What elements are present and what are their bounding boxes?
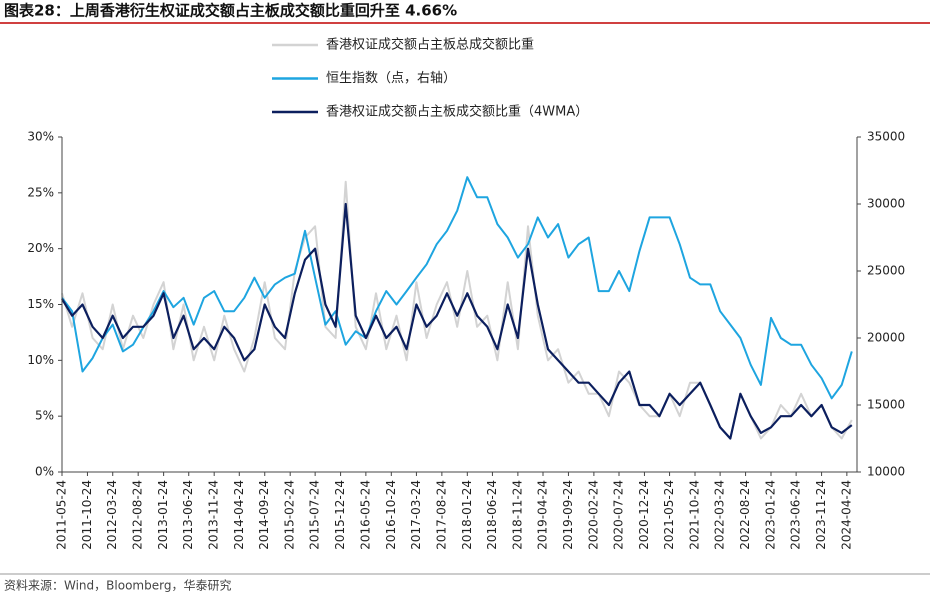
- x-tick-label: 2018-11-24: [510, 480, 524, 550]
- x-tick-label: 2011-10-24: [80, 480, 94, 550]
- y2-tick-label: 15000: [867, 398, 905, 412]
- x-tick-label: 2023-11-24: [814, 480, 828, 550]
- x-tick-label: 2017-08-24: [434, 480, 448, 550]
- x-tick-label: 2020-12-24: [637, 480, 651, 550]
- x-tick-label: 2015-07-24: [308, 480, 322, 550]
- x-tick-label: 2014-04-24: [232, 480, 246, 550]
- x-tick-label: 2020-07-24: [611, 480, 625, 550]
- series-line: [61, 176, 853, 400]
- y2-tick-label: 10000: [867, 465, 905, 479]
- y-tick-label: 25%: [27, 185, 54, 199]
- x-tick-label: 2012-08-24: [131, 480, 145, 550]
- x-tick-label: 2023-06-24: [789, 480, 803, 550]
- x-tick-label: 2021-05-24: [662, 480, 676, 550]
- chart-title: 图表28：上周香港衍生权证成交额占主板成交额比重回升至 4.66%: [4, 2, 457, 20]
- x-tick-label: 2015-12-24: [333, 480, 347, 550]
- x-tick-label: 2022-08-24: [738, 480, 752, 550]
- y-tick-label: 0%: [35, 465, 54, 479]
- legend-label: 香港权证成交额占主板总成交额比重: [326, 37, 534, 53]
- x-tick-label: 2012-03-24: [105, 480, 119, 550]
- x-tick-label: 2013-06-24: [181, 480, 195, 550]
- y2-tick-label: 20000: [867, 331, 905, 345]
- x-tick-label: 2019-09-24: [561, 480, 575, 550]
- x-tick-label: 2019-04-24: [535, 480, 549, 550]
- y2-tick-label: 30000: [867, 197, 905, 211]
- y2-tick-label: 35000: [867, 130, 905, 144]
- y2-tick-label: 25000: [867, 264, 905, 278]
- y-tick-label: 20%: [27, 241, 54, 255]
- x-tick-label: 2018-06-24: [485, 480, 499, 550]
- x-tick-label: 2024-04-24: [839, 480, 853, 550]
- x-tick-label: 2017-03-24: [409, 480, 423, 550]
- x-tick-label: 2015-02-24: [283, 480, 297, 550]
- x-tick-label: 2016-10-24: [384, 480, 398, 550]
- x-tick-label: 2022-03-24: [713, 480, 727, 550]
- x-tick-label: 2023-01-24: [764, 480, 778, 550]
- x-tick-label: 2020-02-24: [586, 480, 600, 550]
- x-tick-label: 2021-10-24: [688, 480, 702, 550]
- legend-label: 恒生指数（点，右轴）: [326, 71, 456, 86]
- y-tick-label: 10%: [27, 353, 54, 367]
- series-line: [61, 180, 853, 440]
- series-line: [61, 202, 853, 440]
- x-tick-label: 2011-05-24: [55, 480, 69, 550]
- x-tick-label: 2013-11-24: [207, 480, 221, 550]
- y-tick-label: 30%: [27, 130, 54, 144]
- y-tick-label: 15%: [27, 297, 54, 311]
- legend-label: 香港权证成交额占主板成交额比重（4WMA）: [326, 104, 588, 120]
- x-tick-label: 2016-05-24: [358, 480, 372, 550]
- x-tick-label: 2014-09-24: [257, 480, 271, 550]
- x-tick-label: 2013-01-24: [156, 480, 170, 550]
- x-tick-label: 2018-01-24: [460, 480, 474, 550]
- y-tick-label: 5%: [35, 409, 54, 423]
- source: 资料来源：Wind，Bloomberg，华泰研究: [4, 578, 231, 593]
